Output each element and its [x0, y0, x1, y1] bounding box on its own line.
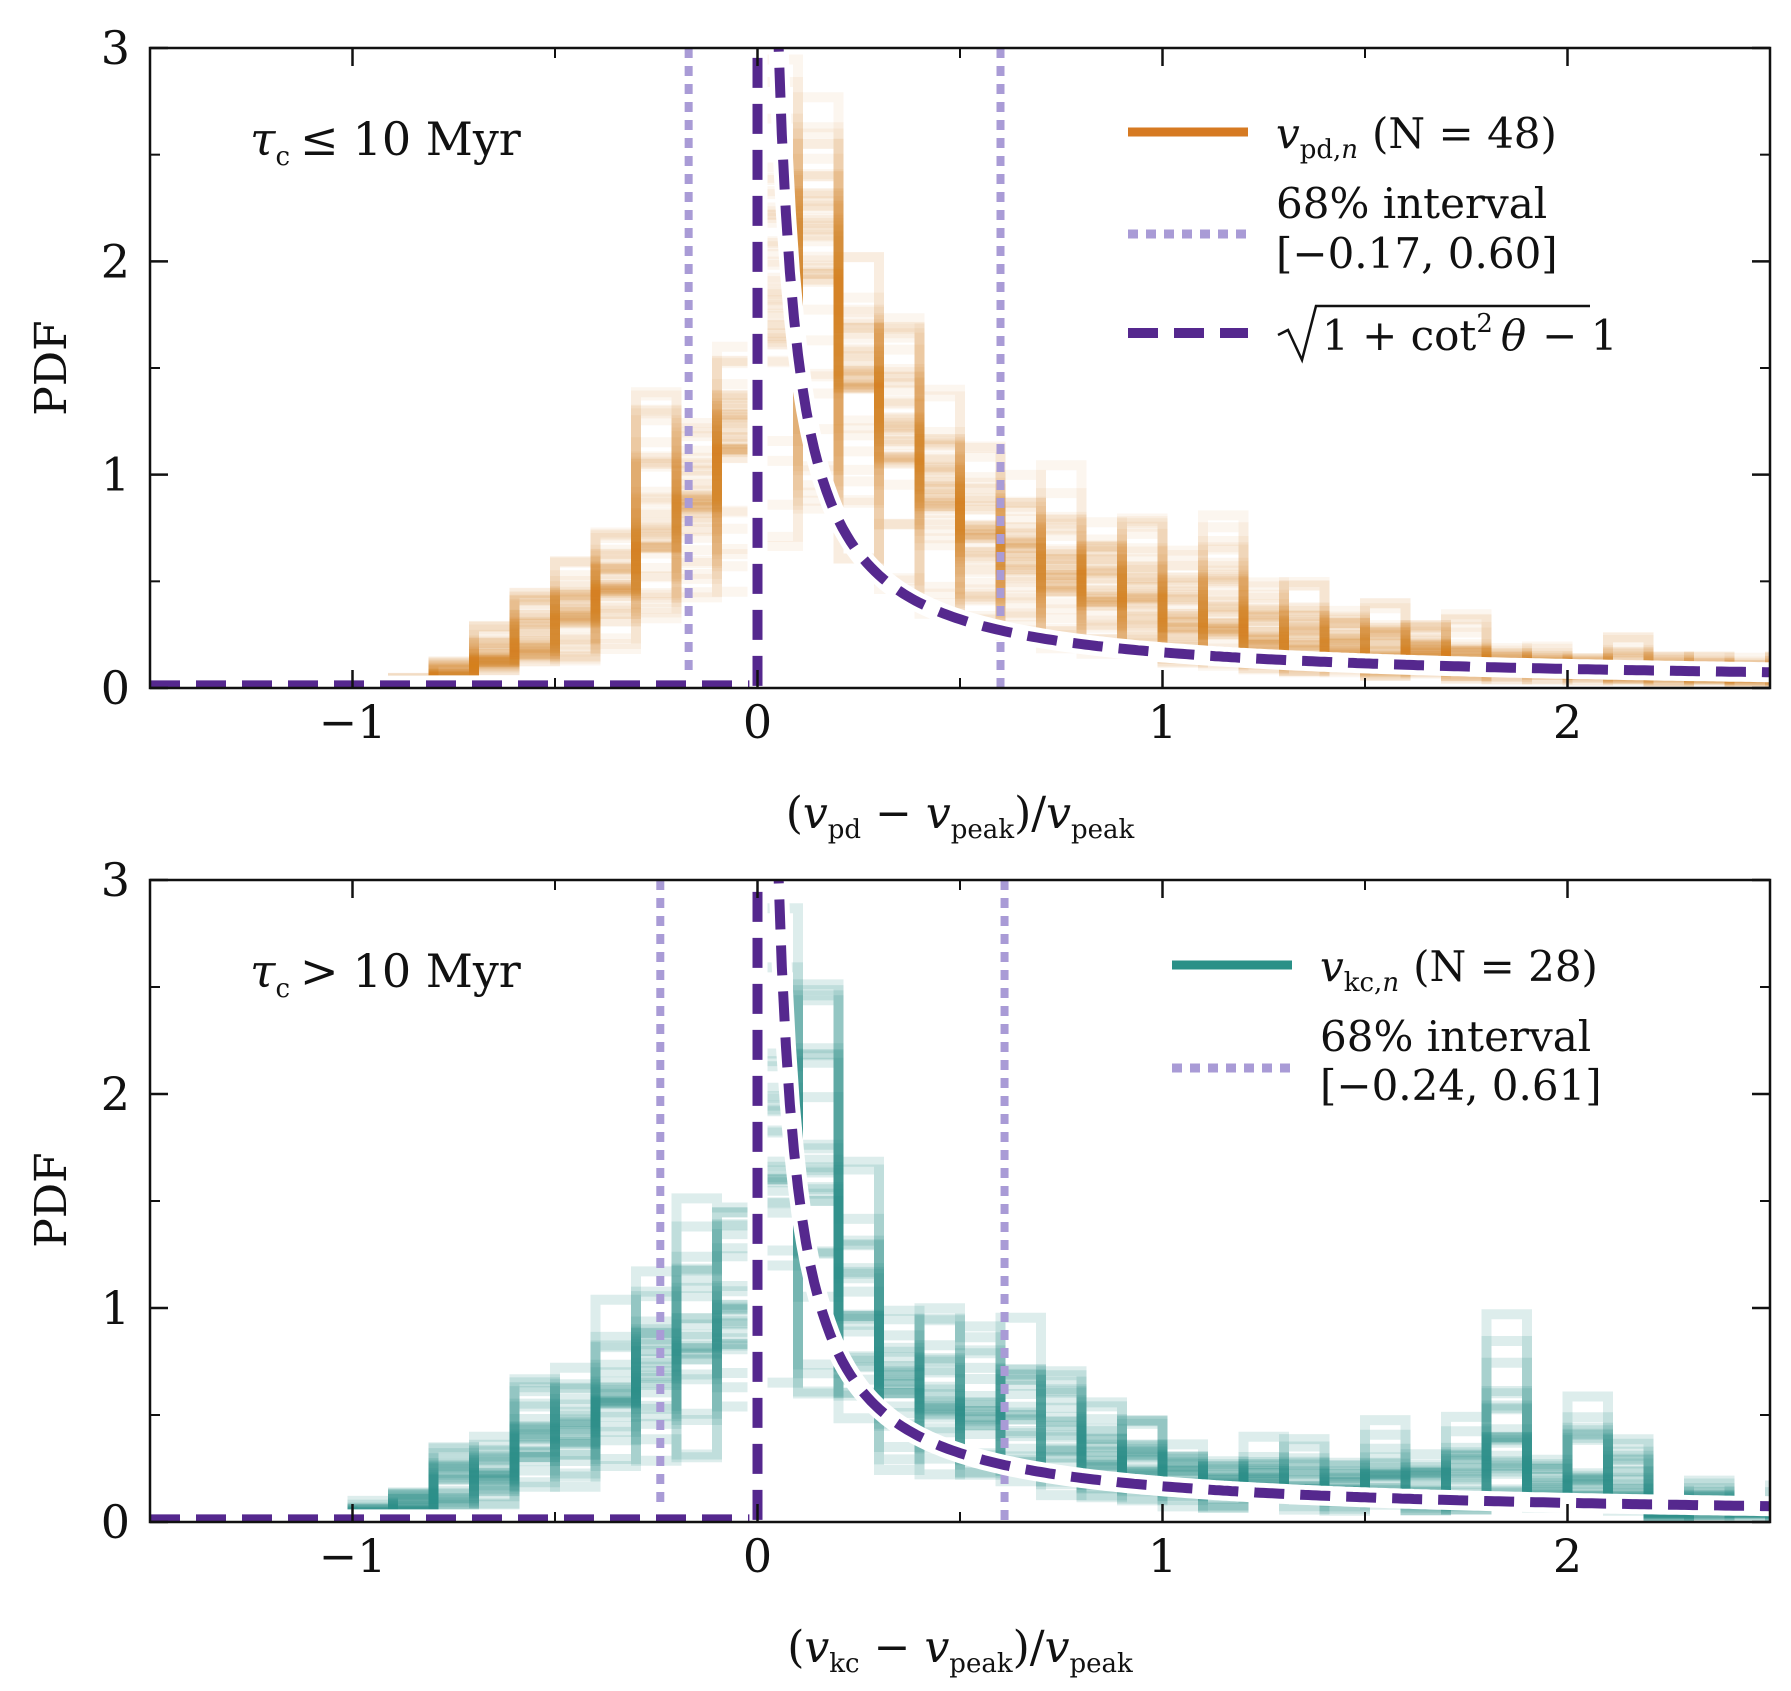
hist-realization: [150, 1048, 1770, 1522]
reference-lines-bottom: [150, 880, 1770, 1522]
hist-realization: [150, 1143, 1770, 1522]
legend-label-vkc: vkc,n (N = 28): [1320, 942, 1598, 998]
curve-dashed: [773, 48, 1770, 678]
reference-lines-top: [150, 48, 1770, 688]
hist-realization: [150, 1184, 1770, 1522]
legend-label-interval-range-bottom: [−0.24, 0.61]: [1320, 1061, 1602, 1110]
y-tick-label: 3: [101, 853, 130, 907]
hist-realization: [150, 1050, 1770, 1522]
x-tick-label: 0: [743, 1529, 772, 1583]
xlabel-bottom: (vkc − vpeak)/vpeak: [787, 1622, 1133, 1679]
legend-label-interval-range-top: [−0.17, 0.60]: [1276, 229, 1558, 278]
hist-realization: [150, 995, 1770, 1522]
hist-realization: [150, 286, 1770, 688]
y-tick-label: 2: [101, 1067, 130, 1121]
y-tick-label: 1: [101, 1281, 130, 1335]
y-tick-label: 0: [101, 1495, 130, 1549]
hist-realization: [150, 1165, 1770, 1522]
annotation-tau-top: τc ≤10 Myr: [250, 112, 521, 172]
y-tick-label: 0: [101, 661, 130, 715]
hist-realization: [150, 962, 1770, 1522]
hist-realization: [150, 1174, 1770, 1522]
hist-realization: [150, 213, 1770, 688]
ylabel-top: PDF: [26, 320, 77, 415]
xlabel-top: (vpd − vpeak)/vpeak: [786, 788, 1135, 845]
hist-realization: [150, 1165, 1770, 1522]
hist-realization: [150, 979, 1770, 1522]
histogram-realizations-bottom: [150, 903, 1770, 1522]
hist-realization: [150, 225, 1770, 688]
legend-top: vpd,n (N = 48) 68% interval [−0.17, 0.60]…: [1128, 109, 1617, 364]
x-tick-label: 2: [1553, 1529, 1582, 1583]
hist-realization: [150, 1127, 1770, 1522]
hist-realization: [150, 268, 1770, 688]
hist-realization: [150, 1092, 1770, 1522]
hist-realization: [150, 1093, 1770, 1522]
ylabel-bottom: PDF: [26, 1152, 77, 1247]
x-tick-label: −1: [319, 695, 387, 749]
legend-label-interval-top: 68% interval: [1276, 179, 1547, 228]
annotation-tau-bottom: τc >10 Myr: [250, 944, 521, 1004]
x-tick-label: 0: [743, 695, 772, 749]
hist-realization: [150, 1057, 1770, 1522]
sqrt-sign: [1277, 304, 1590, 364]
x-tick-label: 1: [1148, 695, 1177, 749]
y-tick-label: 2: [101, 234, 130, 288]
legend-label-curve: 1 + cot2 θ − 1: [1277, 304, 1617, 364]
x-tick-label: 1: [1148, 1529, 1177, 1583]
legend-label-interval-bottom: 68% interval: [1320, 1012, 1591, 1061]
hist-realization: [150, 1177, 1770, 1522]
hist-realization: [150, 200, 1770, 688]
panel-top: −1 0 1 2 0 1 2 3 τc ≤10 Myr PDF (vpd − vpeak)/vp…: [26, 21, 1772, 845]
legend-label-vpd: vpd,n (N = 48): [1276, 109, 1557, 165]
y-tick-label: 3: [101, 21, 130, 75]
panel-bottom: −1 0 1 2 0 1 2 3 τc >10 Myr PDF (vkc − vpeak)/vp…: [26, 853, 1772, 1679]
axes-top: −1 0 1 2 0 1 2 3: [101, 21, 1772, 749]
x-tick-label: 2: [1553, 695, 1582, 749]
legend-bottom: vkc,n (N = 28) 68% interval [−0.24, 0.61]: [1172, 942, 1602, 1110]
x-tick-label: −1: [319, 1529, 387, 1583]
curve-dashed: [773, 880, 1770, 1512]
y-tick-label: 1: [101, 448, 130, 502]
axes-bottom: −1 0 1 2 0 1 2 3: [101, 853, 1772, 1583]
hist-realization: [150, 1125, 1770, 1522]
